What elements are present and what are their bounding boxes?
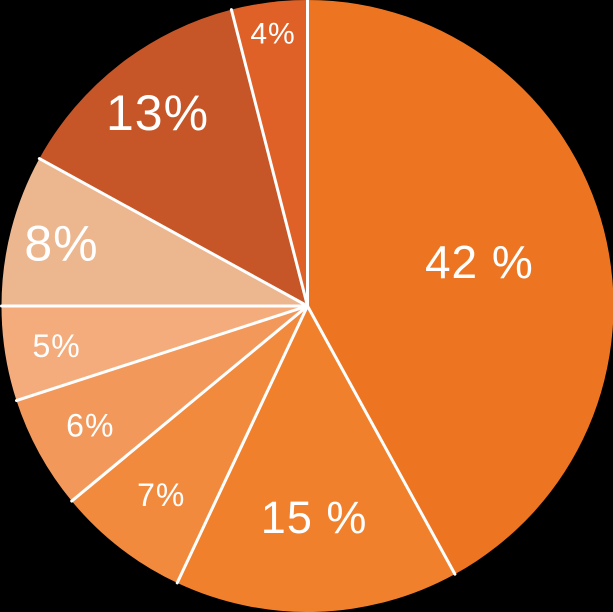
pie-slice-15pct [177, 306, 455, 612]
slice-separator-line [70, 304, 309, 503]
pie-slice-8pct [1, 158, 308, 306]
slice-separator-line [175, 304, 309, 585]
slice-separator-line [229, 8, 309, 308]
pie-slice-label-4pct: 4% [250, 17, 295, 50]
pie-slice-13pct [39, 9, 308, 307]
pie-slice-label-6pct: 6% [66, 408, 114, 444]
pie-slice-label-13pct: 13% [106, 85, 209, 141]
pie-slice-label-7pct: 7% [137, 477, 185, 513]
pie-slice-7pct [71, 306, 308, 583]
pie-slice-label-42pct: 42 % [425, 236, 534, 288]
pie-slice-label-8pct: 8% [24, 215, 98, 271]
pie-slice-label-15pct: 15 % [261, 492, 368, 543]
slice-separator-line [14, 304, 309, 403]
slice-separator-line [37, 157, 309, 308]
pie-slice-42pct [307, 0, 613, 575]
pie-slice-label-5pct: 5% [32, 328, 80, 364]
slice-separator-line [306, 304, 457, 576]
pie-slice-6pct [16, 306, 308, 502]
